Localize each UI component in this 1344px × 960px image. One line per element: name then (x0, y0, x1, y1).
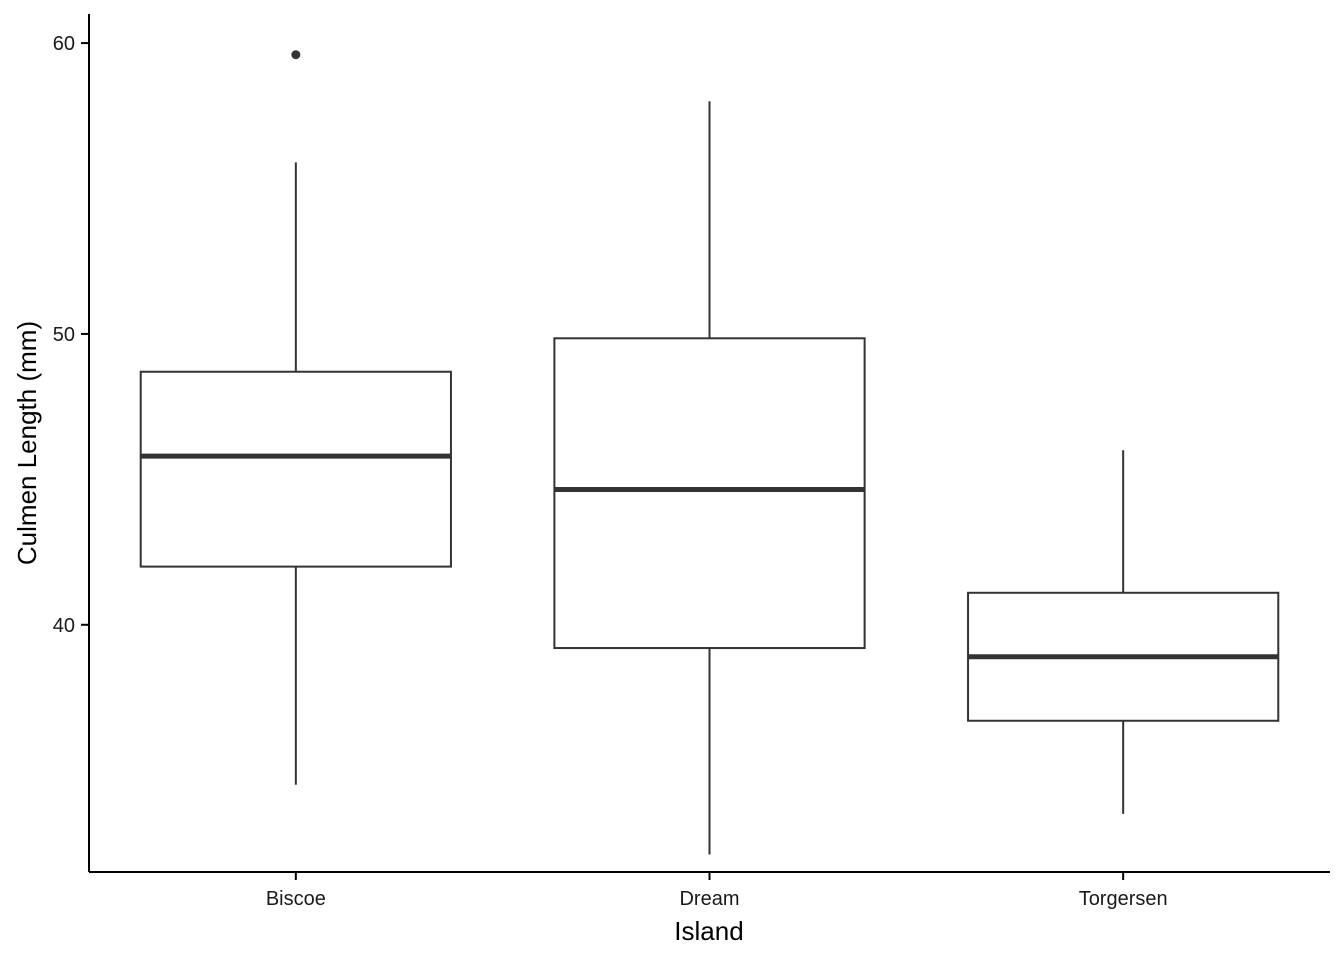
box-biscoe (139, 50, 452, 785)
x-axis-title: Island (674, 916, 743, 946)
y-tick-label: 40 (53, 615, 75, 637)
outlier-point (291, 50, 301, 60)
y-axis-title: Culmen Length (mm) (12, 321, 42, 565)
iqr-box (139, 370, 452, 568)
y-axis-ticks: 40 50 60 (53, 33, 89, 637)
box-torgersen (967, 450, 1280, 814)
x-tick-label: Dream (679, 888, 739, 910)
x-tick-label: Torgersen (1079, 888, 1168, 910)
iqr-box (553, 337, 866, 650)
plot-area (139, 50, 1280, 855)
y-tick-label: 60 (53, 33, 75, 55)
y-tick-label: 50 (53, 324, 75, 346)
x-tick-label: Biscoe (266, 888, 326, 910)
box-dream (553, 101, 866, 855)
x-axis-ticks: Biscoe Dream Torgersen (266, 872, 1168, 910)
